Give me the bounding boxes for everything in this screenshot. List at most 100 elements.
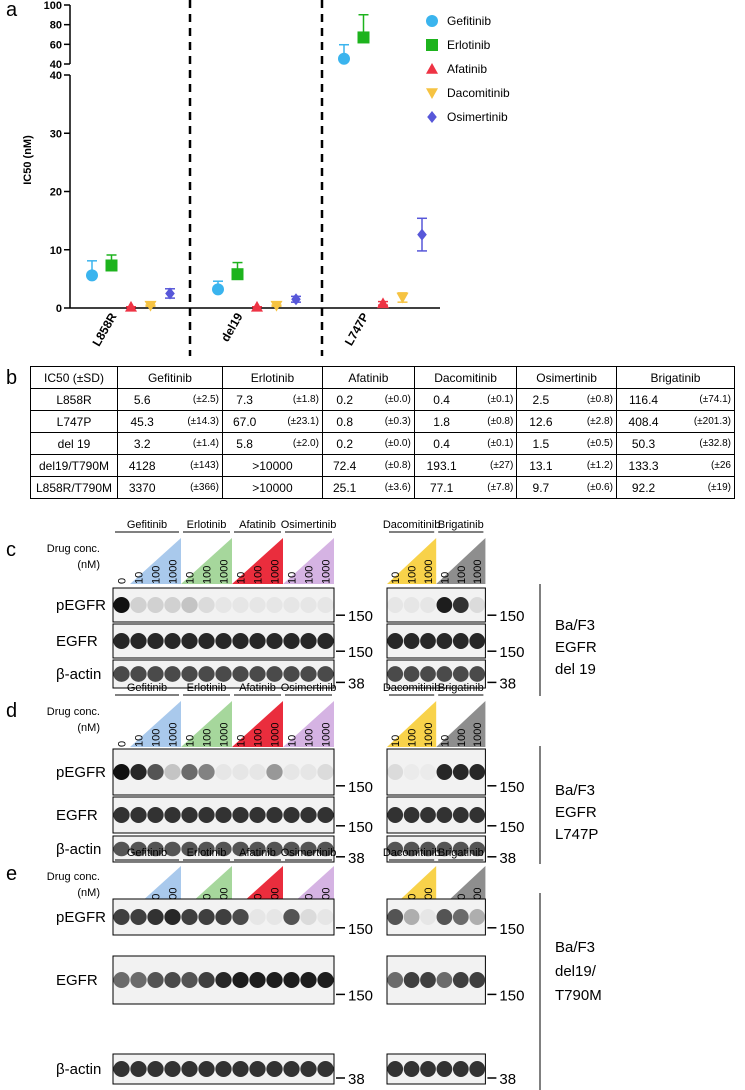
band bbox=[452, 1061, 469, 1077]
band bbox=[130, 633, 147, 649]
legend-label: Osimertinib bbox=[447, 110, 508, 124]
band bbox=[147, 807, 164, 823]
lane-label: 1000 bbox=[423, 560, 435, 584]
x-tick-label: L858R bbox=[89, 310, 119, 348]
lane-label: 1000 bbox=[168, 723, 180, 747]
conc-unit: (nM) bbox=[77, 887, 100, 899]
lane-label: 100 bbox=[202, 566, 214, 584]
lane-label: 10 bbox=[185, 572, 197, 584]
table-cell: del19/T790M bbox=[30, 454, 118, 477]
band bbox=[300, 597, 317, 613]
band bbox=[147, 764, 164, 780]
size-marker: 150 bbox=[499, 921, 524, 938]
dot bbox=[377, 297, 389, 309]
table-cell: 67.0 bbox=[221, 410, 267, 433]
table-cell: (±0.8) bbox=[564, 388, 617, 411]
band bbox=[147, 1061, 164, 1077]
size-marker: 38 bbox=[499, 850, 516, 867]
blot bbox=[386, 748, 486, 796]
size-marker: 150 bbox=[348, 819, 373, 836]
band bbox=[130, 666, 147, 682]
band bbox=[420, 597, 436, 613]
table-cell: (±2.5) bbox=[166, 388, 223, 411]
table-cell: Gefitinib bbox=[117, 366, 223, 389]
table-cell: 92.2 bbox=[615, 476, 671, 499]
table-cell: (±0.8) bbox=[468, 410, 517, 433]
band bbox=[300, 633, 317, 649]
lane-label: 10 bbox=[439, 572, 451, 584]
dot bbox=[426, 88, 438, 99]
band bbox=[113, 909, 130, 925]
drug-name: Brigatinib bbox=[438, 682, 484, 694]
band bbox=[420, 807, 436, 823]
drug-name: Afatinib bbox=[239, 519, 276, 531]
row-label: pEGFR bbox=[56, 909, 106, 926]
dot bbox=[426, 39, 438, 51]
table-cell: (±0.5) bbox=[564, 432, 617, 455]
table-cell: 0.4 bbox=[413, 388, 469, 411]
conc-triangle bbox=[436, 538, 486, 584]
table-cell: Afatinib bbox=[321, 366, 415, 389]
band bbox=[317, 633, 334, 649]
band bbox=[164, 841, 181, 857]
size-marker: 38 bbox=[348, 1071, 365, 1088]
table-cell: (±143) bbox=[166, 454, 223, 477]
conc-unit: (nM) bbox=[77, 722, 100, 734]
y-tick-label: 100 bbox=[44, 0, 62, 12]
band bbox=[249, 597, 266, 613]
band bbox=[452, 764, 469, 780]
band bbox=[130, 764, 147, 780]
band bbox=[249, 666, 266, 682]
band bbox=[420, 633, 436, 649]
y-tick-label: 10 bbox=[50, 245, 62, 257]
drug-name: Osimertinib bbox=[281, 682, 337, 694]
size-marker: 150 bbox=[348, 644, 373, 661]
band bbox=[403, 841, 420, 857]
table-cell: 4128 bbox=[117, 454, 167, 477]
band bbox=[403, 1061, 420, 1077]
table-cell: (±1.8) bbox=[266, 388, 323, 411]
band bbox=[403, 597, 420, 613]
band bbox=[283, 972, 300, 988]
blot bbox=[112, 587, 335, 623]
lane-label: 0 bbox=[117, 578, 129, 584]
size-marker: 150 bbox=[499, 987, 524, 1004]
band bbox=[181, 666, 198, 682]
band bbox=[198, 666, 215, 682]
band bbox=[215, 597, 232, 613]
cell-line: EGFR bbox=[555, 804, 597, 821]
table-cell: (±26 bbox=[670, 454, 736, 477]
lane-label: 1000 bbox=[472, 560, 484, 584]
table-row: L858R 5.6 (±2.5) 7.3 (±1.8) 0.2 (±0.0) 0.4 (±0.1… bbox=[30, 388, 736, 411]
band bbox=[387, 909, 404, 925]
dot bbox=[426, 63, 438, 74]
blot bbox=[386, 1053, 486, 1085]
band bbox=[403, 633, 420, 649]
table-cell: (±0.1) bbox=[468, 388, 517, 411]
table-cell: (±74.1) bbox=[670, 388, 736, 411]
lane-label: 10 bbox=[236, 572, 248, 584]
band bbox=[387, 666, 404, 682]
band bbox=[436, 1061, 453, 1077]
band bbox=[130, 972, 147, 988]
band bbox=[420, 909, 436, 925]
blot bbox=[112, 748, 335, 796]
band bbox=[266, 666, 283, 682]
x-tick-label: del19 bbox=[218, 310, 246, 344]
lane-label: 10 bbox=[185, 735, 197, 747]
table-cell: Osimertinib bbox=[516, 366, 617, 389]
drug-name: Erlotinib bbox=[187, 519, 227, 531]
band bbox=[469, 841, 486, 857]
band bbox=[147, 909, 164, 925]
y-tick-label: 0 bbox=[56, 303, 62, 315]
band bbox=[232, 841, 249, 857]
conc-triangle bbox=[130, 538, 181, 584]
table-cell: (±0.8) bbox=[366, 454, 415, 477]
table-cell: 0.2 bbox=[321, 432, 367, 455]
band bbox=[113, 597, 130, 613]
table-row: del19/T790M 4128 (±143) >10000 72.4 (±0.8) 193… bbox=[30, 454, 736, 477]
band bbox=[164, 764, 181, 780]
band bbox=[387, 597, 404, 613]
dot bbox=[427, 111, 437, 123]
legend-label: Afatinib bbox=[447, 62, 487, 76]
